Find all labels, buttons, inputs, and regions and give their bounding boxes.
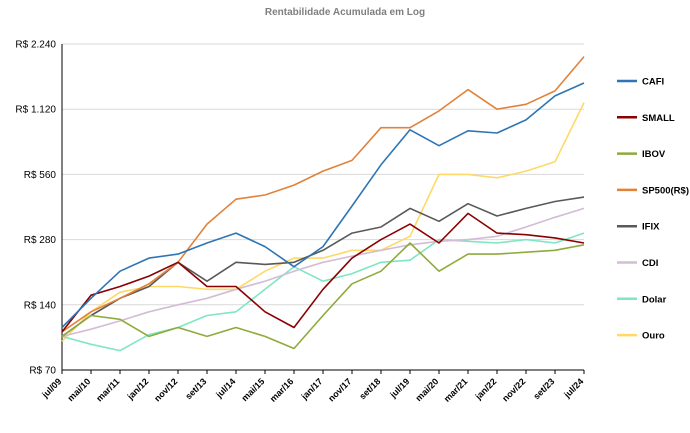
y-tick-label: R$ 560 — [24, 170, 57, 181]
series-lines — [61, 56, 585, 352]
x-tick-label: set/13 — [183, 376, 208, 401]
legend-label-dolar: Dolar — [642, 294, 667, 305]
series-line-ouro — [61, 102, 585, 342]
x-tick-label: nov/22 — [500, 376, 527, 403]
x-tick-label: jul/24 — [561, 376, 585, 400]
legend-label-cdi: CDI — [642, 258, 658, 269]
series-line-ibov — [61, 242, 585, 350]
gridlines — [62, 43, 584, 371]
legend-label-ouro: Ouro — [642, 331, 665, 342]
x-tick-label: jul/14 — [213, 376, 237, 400]
series-line-small — [61, 212, 585, 333]
legend: CAFI SMALL IBOV SP500(R$) IFIX CDI Dolar Ouro — [617, 77, 689, 342]
x-tick-label: jul/19 — [387, 376, 411, 400]
x-tick-label: jul/09 — [39, 376, 63, 400]
legend-label-small: SMALL — [642, 113, 675, 124]
y-tick-label: R$ 140 — [24, 300, 57, 311]
x-tick-label: mar/16 — [268, 376, 296, 404]
y-tick-label: R$ 2.240 — [15, 40, 56, 51]
x-tick-label: mar/11 — [94, 376, 121, 403]
series-line-cafi — [61, 82, 585, 329]
x-tick-label: set/23 — [531, 376, 556, 401]
y-tick-label: R$ 1.120 — [15, 105, 56, 116]
y-tick-label: R$ 280 — [24, 235, 57, 246]
x-tick-label: nov/17 — [326, 376, 353, 403]
y-tick-labels: R$ 70 R$ 140 R$ 280 R$ 560 R$ 1.120 R$ 2.240 — [15, 40, 56, 377]
x-tick-label: nov/12 — [152, 376, 179, 403]
axes — [61, 44, 585, 374]
series-line-cdi — [61, 207, 585, 338]
x-tick-label: jan/22 — [473, 376, 499, 402]
legend-label-cafi: CAFI — [642, 77, 664, 88]
legend-label-ibov: IBOV — [642, 149, 666, 160]
series-line-ifix — [61, 196, 585, 338]
x-tick-label: mai/15 — [240, 376, 267, 403]
x-tick-label: mar/21 — [442, 376, 470, 404]
legend-label-ifix: IFIX — [642, 222, 660, 233]
x-tick-label: set/18 — [357, 376, 382, 401]
series-line-dolar — [61, 232, 585, 352]
x-tick-label: mai/10 — [66, 376, 93, 403]
chart-title: Rentabilidade Acumulada em Log — [265, 7, 425, 18]
x-tick-label: jan/17 — [299, 376, 325, 402]
x-tick-labels: jul/09 mai/10 mar/11 jan/12 nov/12 set/13 jul/… — [39, 376, 585, 404]
x-tick-label: jan/12 — [125, 376, 151, 402]
x-tick-label: mai/20 — [414, 376, 441, 403]
series-line-sp500-r — [61, 56, 585, 333]
legend-label-sp500-r: SP500(R$) — [642, 185, 689, 196]
y-tick-label: R$ 70 — [29, 366, 56, 377]
